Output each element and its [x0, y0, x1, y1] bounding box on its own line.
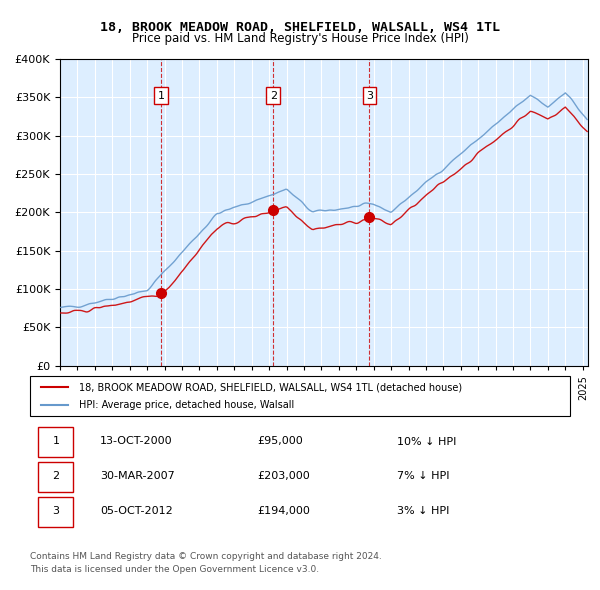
FancyBboxPatch shape	[38, 462, 73, 491]
Text: 1: 1	[52, 437, 59, 447]
Text: 7% ↓ HPI: 7% ↓ HPI	[397, 471, 450, 481]
Text: 3% ↓ HPI: 3% ↓ HPI	[397, 506, 449, 516]
FancyBboxPatch shape	[38, 427, 73, 457]
Text: 18, BROOK MEADOW ROAD, SHELFIELD, WALSALL, WS4 1TL (detached house): 18, BROOK MEADOW ROAD, SHELFIELD, WALSAL…	[79, 382, 462, 392]
Text: £194,000: £194,000	[257, 506, 310, 516]
Text: 05-OCT-2012: 05-OCT-2012	[100, 506, 173, 516]
FancyBboxPatch shape	[38, 497, 73, 527]
Text: Price paid vs. HM Land Registry's House Price Index (HPI): Price paid vs. HM Land Registry's House …	[131, 32, 469, 45]
FancyBboxPatch shape	[30, 376, 570, 416]
Text: This data is licensed under the Open Government Licence v3.0.: This data is licensed under the Open Gov…	[30, 565, 319, 574]
Text: 30-MAR-2007: 30-MAR-2007	[100, 471, 175, 481]
Text: 1: 1	[157, 91, 164, 101]
Text: Contains HM Land Registry data © Crown copyright and database right 2024.: Contains HM Land Registry data © Crown c…	[30, 552, 382, 560]
Text: £203,000: £203,000	[257, 471, 310, 481]
Text: HPI: Average price, detached house, Walsall: HPI: Average price, detached house, Wals…	[79, 399, 294, 409]
Text: 10% ↓ HPI: 10% ↓ HPI	[397, 437, 457, 447]
Text: 2: 2	[52, 471, 59, 481]
Text: 13-OCT-2000: 13-OCT-2000	[100, 437, 173, 447]
Text: 3: 3	[366, 91, 373, 101]
Text: 2: 2	[270, 91, 277, 101]
Text: 18, BROOK MEADOW ROAD, SHELFIELD, WALSALL, WS4 1TL: 18, BROOK MEADOW ROAD, SHELFIELD, WALSAL…	[100, 21, 500, 34]
Text: 3: 3	[52, 506, 59, 516]
Text: £95,000: £95,000	[257, 437, 302, 447]
